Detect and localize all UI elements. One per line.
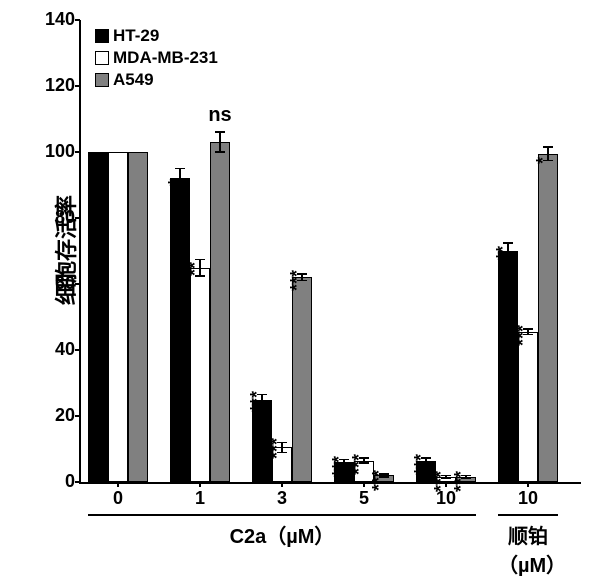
x-tick [527, 482, 529, 487]
y-tick [75, 151, 80, 153]
legend: HT-29 MDA-MB-231 A549 [95, 26, 218, 92]
bar-a549 [538, 154, 558, 482]
error-cap [503, 242, 513, 244]
significance-label: *** [329, 456, 350, 477]
legend-item-a549: A549 [95, 70, 218, 90]
error-cap [215, 151, 225, 153]
x-tick [117, 482, 119, 487]
bar-a549 [128, 152, 148, 482]
x-axis-line [79, 482, 581, 484]
x-tick-label: 3 [252, 488, 312, 509]
x-tick-label: 5 [334, 488, 394, 509]
error-cap [215, 131, 225, 133]
legend-label: MDA-MB-231 [113, 48, 218, 68]
y-tick-label: 140 [45, 9, 75, 30]
bar-ht29 [88, 152, 108, 482]
y-tick-label: 40 [55, 339, 75, 360]
error-cap [175, 188, 185, 190]
y-tick-label: 20 [55, 405, 75, 426]
x-tick [445, 482, 447, 487]
y-tick [75, 349, 80, 351]
y-axis-title: 细胞存活率 [49, 195, 81, 305]
y-tick-label: 0 [65, 471, 75, 492]
legend-label: HT-29 [113, 26, 159, 46]
bar-ht29 [498, 251, 518, 482]
y-tick-label: 100 [45, 141, 75, 162]
bar-mdamb231 [108, 152, 128, 482]
legend-box-mda [95, 51, 109, 65]
bar-mdamb231 [190, 268, 210, 483]
significance-label: *** [411, 454, 432, 475]
bar-mdamb231 [518, 332, 538, 482]
error-cap [175, 168, 185, 170]
bar-a549 [210, 142, 230, 482]
legend-item-ht29: HT-29 [95, 26, 218, 46]
x-tick-label: 10 [416, 488, 476, 509]
bar-ht29 [170, 178, 190, 482]
y-tick [75, 85, 80, 87]
x-tick-label: 1 [170, 488, 230, 509]
x-tick-label: 0 [88, 488, 148, 509]
legend-box-ht29 [95, 29, 109, 43]
significance-label: *** [247, 391, 268, 412]
y-tick [75, 19, 80, 21]
y-tick-label: 120 [45, 75, 75, 96]
x-section-line [88, 514, 476, 516]
significance-label: * [533, 157, 554, 164]
legend-label: A549 [113, 70, 154, 90]
legend-item-mda: MDA-MB-231 [95, 48, 218, 68]
x-tick [281, 482, 283, 487]
x-tick [199, 482, 201, 487]
significance-label: ** [493, 246, 514, 260]
x-section-line [498, 514, 558, 516]
significance-label: *** [267, 438, 288, 459]
x-tick-label: 10 [498, 488, 558, 509]
y-tick [75, 415, 80, 417]
significance-label: *** [287, 270, 308, 291]
bar-a549 [292, 277, 312, 482]
significance-label: * [165, 178, 186, 185]
x-section-title: 顺铂（µM） [498, 520, 558, 578]
significance-label: *** [349, 454, 370, 475]
error-bar [219, 132, 221, 152]
y-tick [75, 481, 80, 483]
significance-label: ** [185, 262, 206, 276]
error-cap [195, 259, 205, 261]
x-section-title: C2a（µM） [88, 520, 476, 549]
error-cap [543, 146, 553, 148]
x-tick [363, 482, 365, 487]
significance-label: ns [205, 104, 235, 127]
chart-container: 020406080100120140 细胞存活率 HT-29 MDA-MB-23… [0, 0, 607, 579]
significance-label: *** [513, 325, 534, 346]
legend-box-a549 [95, 73, 109, 87]
